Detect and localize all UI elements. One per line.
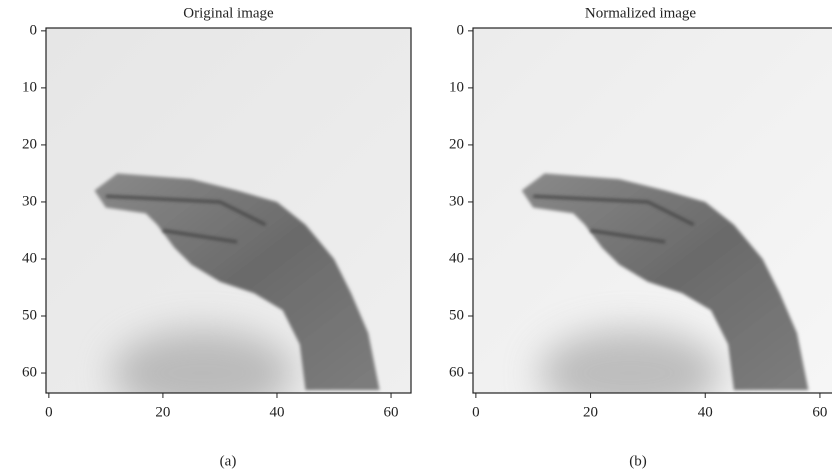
axes-title: Original image — [183, 5, 274, 21]
x-tick-label: 60 — [812, 404, 827, 420]
y-tick-label: 60 — [449, 364, 464, 380]
y-tick-label: 10 — [449, 79, 464, 95]
caption: (a) — [220, 453, 237, 469]
x-tick-label: 0 — [472, 404, 480, 420]
x-tick-label: 40 — [269, 404, 284, 420]
y-tick-label: 30 — [22, 193, 37, 209]
x-tick-label: 20 — [155, 404, 170, 420]
y-tick-label: 50 — [22, 307, 37, 323]
image — [46, 28, 411, 417]
x-tick-label: 60 — [384, 404, 399, 420]
y-tick-label: 0 — [457, 22, 465, 38]
x-tick-label: 0 — [45, 404, 53, 420]
x-tick-label: 20 — [583, 404, 598, 420]
image — [473, 28, 832, 417]
shadow — [539, 329, 723, 417]
y-tick-label: 10 — [22, 79, 37, 95]
y-tick-label: 20 — [22, 136, 37, 152]
x-tick-label: 40 — [698, 404, 713, 420]
y-tick-label: 40 — [22, 250, 37, 266]
y-tick-label: 60 — [22, 364, 37, 380]
y-tick-label: 30 — [449, 193, 464, 209]
y-tick-label: 50 — [449, 307, 464, 323]
shadow — [112, 329, 295, 417]
figure: Original image 0 20 40 60 0 10 20 30 40 50 60 (a) Nor… — [0, 0, 832, 475]
y-tick-label: 40 — [449, 250, 464, 266]
y-tick-label: 20 — [449, 136, 464, 152]
caption: (b) — [629, 453, 647, 469]
y-tick-label: 0 — [30, 22, 38, 38]
axes-title: Normalized image — [585, 5, 697, 21]
